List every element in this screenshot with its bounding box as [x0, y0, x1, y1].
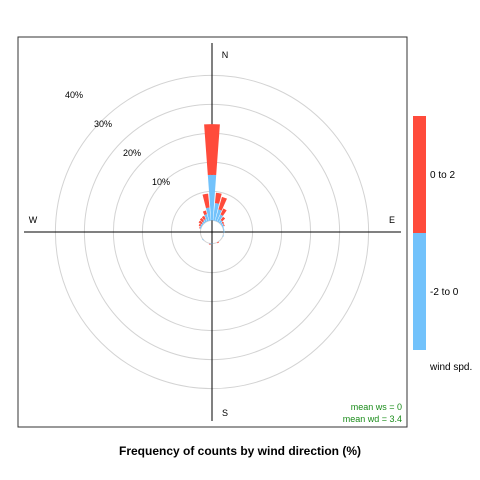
compass-label-east: E	[389, 215, 395, 225]
wedge-60-series-0	[221, 224, 225, 227]
legend-label-0-to-2: 0 to 2	[430, 170, 455, 181]
mean-wd-label: mean wd = 3.4	[343, 414, 402, 424]
wedge-290-series-1	[199, 226, 201, 229]
wedge-40-series-0	[218, 220, 223, 224]
wedge-90-series-0	[223, 231, 225, 233]
wedge-80-series-0	[223, 228, 225, 231]
compass-label-south: S	[222, 408, 228, 418]
radial-tick-label-40: 40%	[65, 90, 83, 100]
wedge-150-series-1	[217, 241, 220, 244]
wedge-20-series-1	[218, 196, 227, 211]
compass-label-west: W	[29, 215, 38, 225]
wedge-70-series-0	[222, 226, 224, 229]
wedge-230-series-0	[202, 238, 204, 241]
wedge-330-series-0	[203, 218, 207, 223]
legend-swatch-0-to-2	[413, 116, 426, 233]
wedge-30-series-1	[220, 208, 227, 216]
radial-tick-label-30: 30%	[94, 119, 112, 129]
wedge-190-series-1	[208, 243, 211, 245]
wedge-310-series-0	[201, 222, 204, 226]
chart-title: Frequency of counts by wind direction (%…	[119, 444, 361, 458]
wedge-20-series-0	[215, 209, 222, 222]
wedge-50-series-0	[220, 222, 224, 226]
wedge-320-series-1	[199, 217, 205, 223]
wedge-30-series-0	[217, 214, 223, 223]
radial-tick-label-20: 20%	[123, 148, 141, 158]
compass-label-north: N	[222, 50, 229, 60]
wedge-40-series-1	[220, 216, 226, 222]
wedge-340-series-1	[202, 210, 207, 216]
wind-rose-wedges	[198, 124, 227, 245]
mean-ws-label: mean ws = 0	[351, 402, 402, 412]
wedge-350-series-1	[202, 193, 210, 209]
wedge-10-series-1	[214, 192, 222, 204]
wedge-0-series-0	[207, 174, 217, 221]
wedge-180-series-0	[211, 243, 213, 245]
wedge-0-series-1	[204, 124, 220, 176]
legend-title: wind spd.	[429, 362, 472, 373]
wedge-350-series-0	[205, 207, 211, 221]
wedge-310-series-1	[198, 220, 203, 225]
wedge-60-series-1	[223, 224, 225, 227]
legend-label-minus2-to-0: -2 to 0	[430, 287, 459, 298]
legend: 0 to 2 -2 to 0 wind spd.	[413, 116, 472, 373]
wedge-10-series-0	[213, 203, 220, 221]
wedge-300-series-0	[200, 224, 203, 227]
wedge-330-series-1	[201, 215, 206, 221]
wedge-190-series-0	[209, 243, 211, 245]
wedge-50-series-1	[221, 221, 225, 225]
legend-swatch-minus2-to-0	[413, 233, 426, 350]
wedge-320-series-0	[202, 220, 206, 224]
wedge-110-series-0	[222, 235, 224, 237]
radial-tick-label-10: 10%	[152, 177, 170, 187]
wedge-300-series-1	[198, 223, 202, 227]
wedge-290-series-0	[199, 226, 202, 229]
wedge-340-series-0	[204, 214, 209, 222]
plot-frame	[17, 36, 408, 428]
